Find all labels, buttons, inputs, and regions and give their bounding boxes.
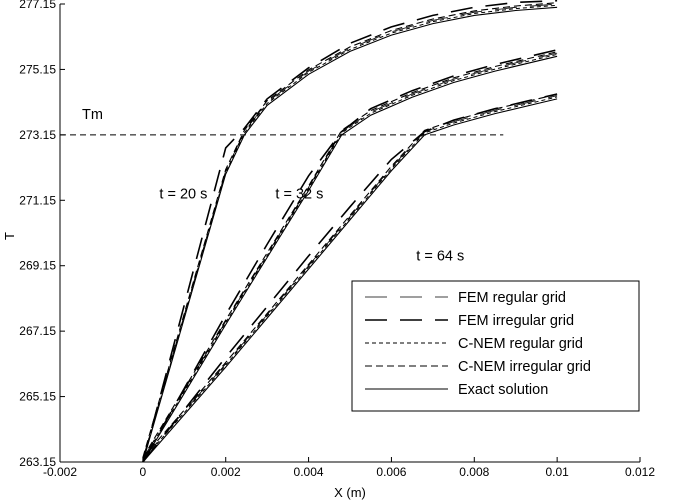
x-tick-label: 0.012 <box>625 465 655 479</box>
series-fem-regular-t20 <box>142 3 558 459</box>
legend-label-exact: Exact solution <box>458 382 548 398</box>
y-tick-label: 273.15 <box>19 128 56 142</box>
axes <box>59 4 640 463</box>
series-cnem-regular-t64 <box>142 96 558 461</box>
x-tick-label: 0.004 <box>294 465 324 479</box>
series-cnem-regular-t32 <box>142 53 558 461</box>
x-tick-label: 0.006 <box>376 465 406 479</box>
legend-label-fem-regular: FEM regular grid <box>458 290 566 306</box>
series-cnem-irregular-t32 <box>142 51 558 458</box>
y-tick-label: 269.15 <box>19 259 56 273</box>
series-exact-t20 <box>142 6 558 463</box>
y-tick-label: 275.15 <box>19 62 56 76</box>
x-tick-label: 0.002 <box>211 465 241 479</box>
tm-label: Tm <box>82 107 103 123</box>
legend-label-cnem-regular: C-NEM regular grid <box>458 336 583 352</box>
legend-label-cnem-irregular: C-NEM irregular grid <box>458 359 591 375</box>
legend-label-fem-irregular: FEM irregular grid <box>458 313 574 329</box>
series-fem-irregular-t20 <box>142 0 558 463</box>
y-tick-label: 263.15 <box>19 455 56 469</box>
y-tick-label: 265.15 <box>19 390 56 404</box>
x-axis-label: X (m) <box>334 485 366 500</box>
x-tick-label: 0 <box>140 465 147 479</box>
time-annotation: t = 64 s <box>416 248 464 264</box>
annotations: Tm t = 20 s t = 32 s t = 64 s <box>82 107 464 265</box>
ticks: -0.002 0 0.002 0.004 0.006 0.008 0.01 0.012 263.… <box>19 0 655 479</box>
y-axis-label: T <box>2 232 17 240</box>
y-tick-label: 267.15 <box>19 324 56 338</box>
time-annotation: t = 20 s <box>159 186 207 202</box>
series-cnem-irregular-t64 <box>142 93 558 458</box>
y-tick-label: 277.15 <box>19 0 56 11</box>
series-fem-irregular-t32 <box>142 49 558 463</box>
y-tick-label: 271.15 <box>19 193 56 207</box>
series-fem-regular-t64 <box>142 95 558 459</box>
series-fem-irregular-t64 <box>142 93 558 463</box>
x-tick-label: -0.002 <box>43 465 77 479</box>
series-exact-t64 <box>142 98 558 463</box>
x-tick-label: 0.01 <box>545 465 569 479</box>
legend: FEM regular grid FEM irregular grid C-NEM … <box>351 280 640 412</box>
plot-area <box>60 0 558 463</box>
series-cnem-regular-t20 <box>142 4 558 461</box>
time-annotation: t = 32 s <box>275 186 323 202</box>
x-tick-label: 0.008 <box>459 465 489 479</box>
